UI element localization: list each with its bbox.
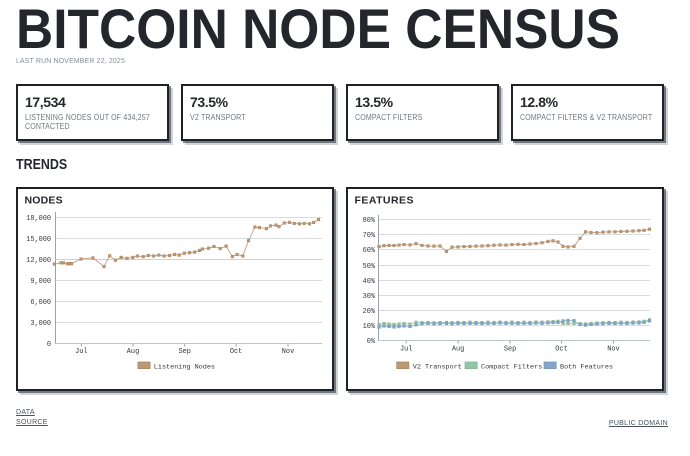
svg-text:V2 Transport: V2 Transport [413,364,462,372]
svg-text:Nov: Nov [282,348,294,356]
svg-text:6,000: 6,000 [30,299,51,307]
svg-text:Jul: Jul [400,346,412,354]
svg-text:Sep: Sep [504,346,516,354]
svg-text:Sep: Sep [178,348,190,356]
svg-text:Oct: Oct [555,346,567,354]
svg-text:60%: 60% [363,247,376,255]
svg-text:3,000: 3,000 [30,320,51,328]
svg-text:50%: 50% [363,263,376,271]
svg-text:40%: 40% [363,278,376,286]
svg-text:FEATURES: FEATURES [355,195,414,207]
svg-text:30%: 30% [363,293,376,301]
svg-text:0%: 0% [367,338,376,346]
svg-text:0: 0 [47,341,51,349]
svg-text:Oct: Oct [230,348,242,356]
svg-text:80%: 80% [363,217,376,225]
svg-text:Aug: Aug [452,346,464,354]
svg-text:12,000: 12,000 [26,257,51,265]
svg-text:Jul: Jul [75,348,87,356]
svg-text:20%: 20% [363,308,376,316]
svg-text:Listening Nodes: Listening Nodes [154,364,215,372]
svg-text:70%: 70% [363,232,376,240]
svg-text:18,000: 18,000 [26,215,51,223]
svg-text:10%: 10% [363,323,376,331]
svg-text:NODES: NODES [25,195,63,207]
svg-text:Nov: Nov [607,346,619,354]
svg-text:9,000: 9,000 [30,278,51,286]
svg-text:Compact Filters: Compact Filters [481,364,542,372]
svg-text:15,000: 15,000 [26,236,51,244]
svg-text:Aug: Aug [127,348,139,356]
svg-text:Both Features: Both Features [560,364,613,372]
